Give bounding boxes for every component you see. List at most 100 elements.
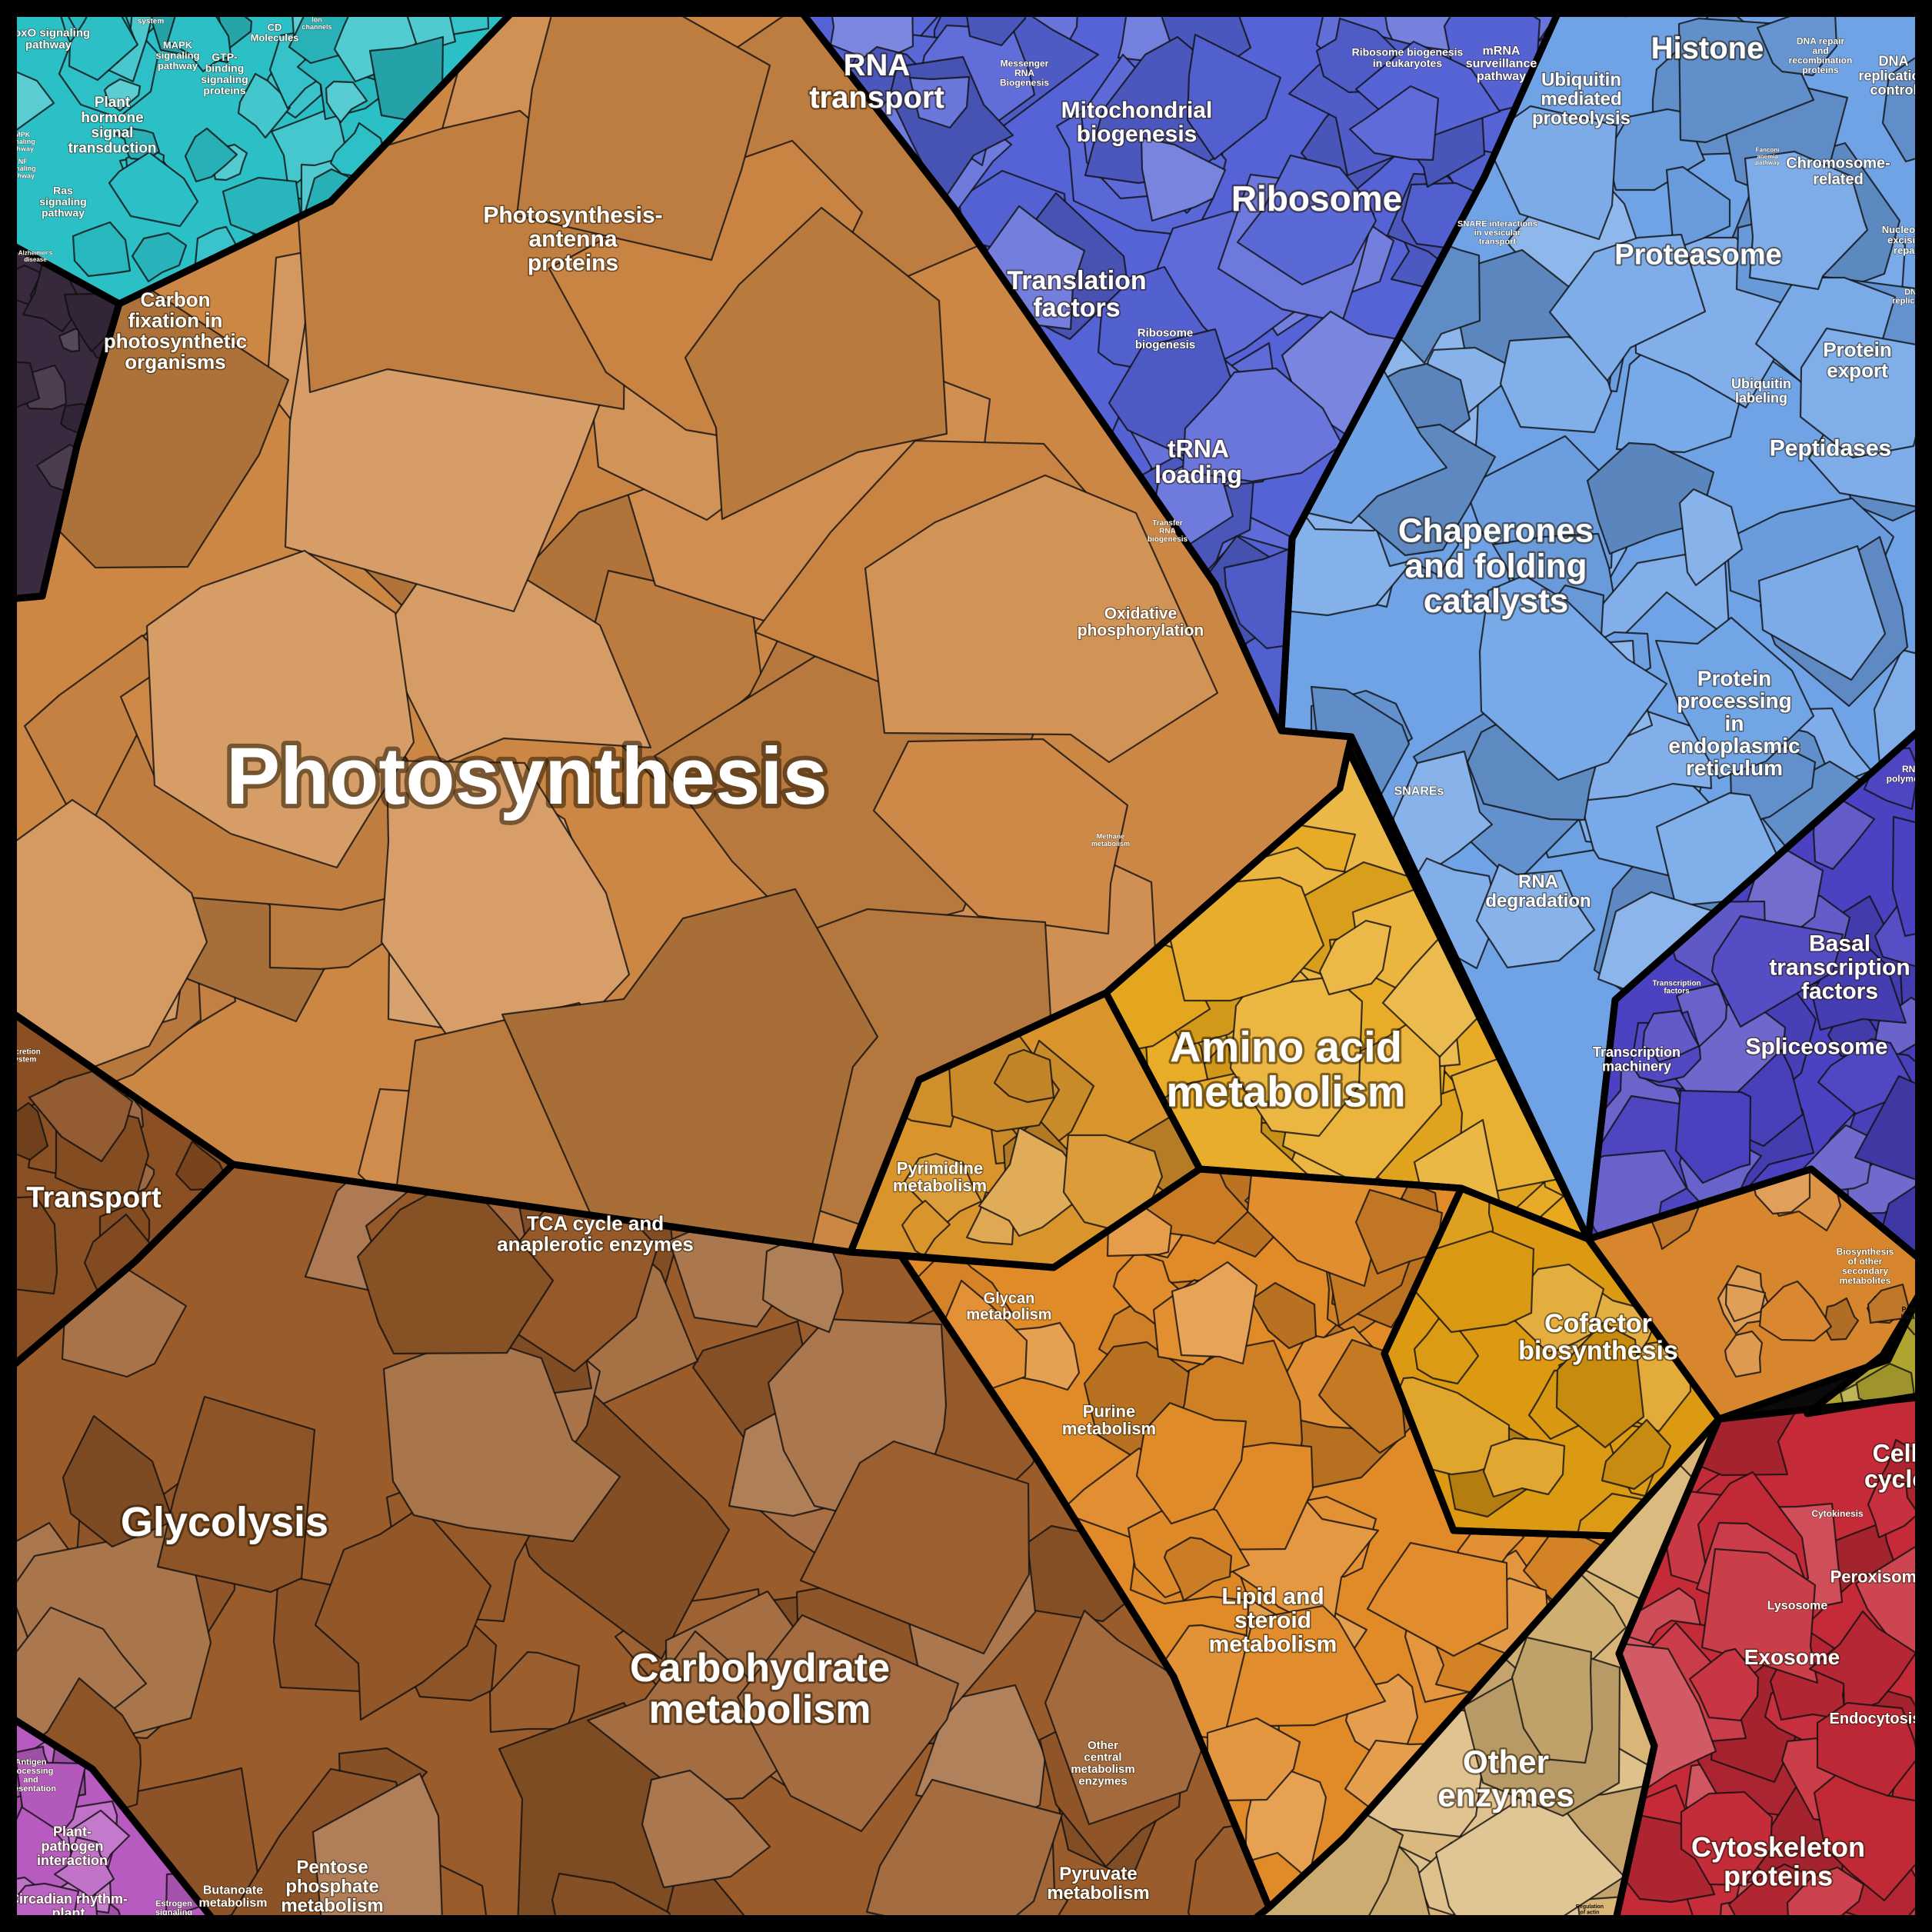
label-line: Chromosome- [1786,155,1890,172]
label-cytoskeleton-proteins: Cytoskeleton proteins [1691,1831,1865,1891]
cell [1816,1701,1920,1797]
label-line: degradation [1485,891,1591,911]
cell [872,738,1129,935]
label-line: anemia [1757,153,1778,160]
label-line: Biogenesis [1000,78,1049,88]
label-line: signaling [155,50,199,62]
label-protein-kinases: Protein kinases [1900,1305,1926,1320]
label-line: kinases [1900,1313,1926,1321]
label-line: Ras [53,184,73,196]
label-pentose-phosphate: Pentose phosphate metabolism [281,1857,383,1916]
label-line: biogenesis [1077,122,1198,147]
label-line: Spliceosome [1745,1034,1887,1060]
label-line: Ribosome [1231,178,1402,218]
label-line: pathway [25,38,72,52]
cell [993,1048,1055,1104]
label-line: Ion [311,15,322,23]
cell [1140,136,1227,222]
cell [1823,1297,1860,1341]
label-line: proteins [528,251,618,276]
cell [1678,488,1744,587]
cell [1688,1647,1760,1722]
label-line: metabolism [1062,1419,1156,1438]
cell [1186,33,1282,161]
label-line: Lipid and [1221,1584,1324,1609]
label-line: presentation [5,1784,56,1794]
cell [1482,1437,1566,1498]
label-rna-transport: RNA transport [809,48,944,115]
label-line: Transport [26,1181,162,1214]
label-lysosome: Lysosome [1767,1600,1828,1613]
label-dna-replication-control: DNA replication control [1858,54,1928,98]
label-line: antenna [528,227,617,252]
label-line: Butanoate [203,1884,263,1897]
cell [1724,1330,1764,1378]
label-spliceosome: Spliceosome [1745,1034,1887,1060]
label-line: surveillance [1466,58,1537,71]
cell [1236,154,1377,286]
cell [1744,150,1869,291]
label-line: Circadian rhythm- [9,1891,128,1907]
label-line: Fanconi [1756,146,1780,153]
label-line: Purine [1083,1401,1135,1421]
label-line: signaling [5,138,35,145]
cell [761,1224,844,1334]
label-ras-signaling: Ras signaling pathway [39,184,86,218]
label-line: signal [92,125,134,142]
label-line: Other [1463,1744,1549,1780]
label-line: Antigen [15,1758,47,1767]
label-line: metabolism [966,1306,1051,1323]
label-line: signaling [201,73,248,85]
label-butanoate-metabolism: Butanoate metabolism [199,1884,268,1910]
label-line: pathway [1477,70,1526,83]
label-line: RNA [1518,871,1558,892]
label-line: pathway [6,145,34,153]
label-line: mediated [1541,88,1621,109]
label-line: organisms [125,351,226,374]
label-line: Pentose [296,1857,368,1877]
label-line: of actin [1581,1910,1600,1915]
cell [1366,1541,1509,1657]
label-trna-loading: tRNA loading [1154,435,1242,488]
label-antigen-processing: Antigen processing and presentation [5,1758,56,1794]
label-line: Cell [1873,1440,1918,1467]
label-line: Transcription [1593,1044,1681,1060]
label-line: CD [268,22,282,33]
cell [1478,574,1668,781]
label-line: pathway [42,206,85,218]
cells-signaling-teal [0,0,498,283]
label-mrna-surveillance: mRNA surveillance pathway [1466,45,1537,83]
label-line: binding [205,62,245,75]
label-line: Transfer [1152,519,1183,528]
label-endocytosis: Endocytosis [1830,1710,1921,1727]
cell [145,549,415,869]
label-line: control [1870,82,1917,98]
cell [1354,1188,1444,1275]
label-peptidases: Peptidases [1770,436,1891,461]
label-line: Ubiquitin [1541,69,1621,90]
label-glycolysis: Glycolysis [121,1499,328,1545]
cell [1758,1280,1833,1342]
label-carbohydrate-metabolism: Carbohydrate metabolism [630,1646,890,1732]
label-line: processing [8,1767,54,1776]
label-line: TCA cycle and [527,1212,664,1235]
label-cd-molecules: CD Molecules [251,22,299,44]
label-line: Photosynthesis [226,731,828,821]
cell [108,151,199,228]
label-line: factors [1033,294,1120,323]
label-line: Ribosome [1138,326,1194,339]
label-line: Carbohydrate [630,1646,890,1690]
cell [1757,545,1887,681]
cell [1867,1477,1920,1539]
cell [684,206,948,521]
label-line: mRNA [1483,45,1521,58]
label-methane-metabolism: Methane metabolism [1091,832,1130,847]
label-line: processing [1677,689,1791,713]
cell [1891,815,1932,938]
label-line: phosphate [285,1876,378,1897]
label-other-enzymes: Other enzymes [1437,1744,1574,1814]
cell [902,1152,983,1228]
cell [1601,1418,1672,1491]
cell [736,1614,960,1833]
cells-cellular-red [1600,1396,1932,1932]
